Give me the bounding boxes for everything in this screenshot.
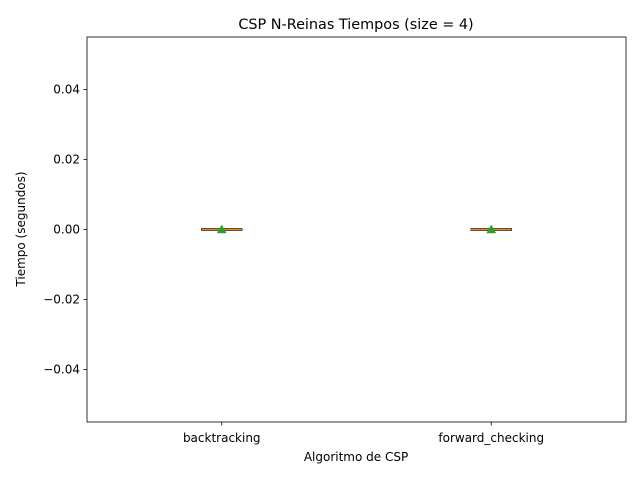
y-axis-label: Tiempo (segundos) [14, 171, 28, 287]
mean-marker [216, 224, 227, 234]
y-axis: −0.04 −0.02 0.00 0.02 0.04 [43, 83, 87, 377]
y-tick-label: 0.04 [53, 83, 80, 97]
mean-marker [486, 224, 497, 234]
box-forward_checking [470, 224, 512, 234]
chart-title: CSP N-Reinas Tiempos (size = 4) [238, 17, 473, 33]
y-tick-label: −0.02 [43, 293, 80, 307]
x-tick-label: backtracking [183, 431, 261, 445]
box-series [201, 224, 512, 234]
box-backtracking [201, 224, 243, 234]
plot-area [86, 36, 627, 423]
y-tick-label: −0.04 [43, 363, 80, 377]
x-axis-label: Algoritmo de CSP [304, 450, 408, 464]
x-tick-label: forward_checking [438, 431, 544, 445]
y-tick-label: 0.00 [53, 223, 80, 237]
y-tick-label: 0.02 [53, 153, 80, 167]
x-axis: backtracking forward_checking [183, 422, 544, 445]
